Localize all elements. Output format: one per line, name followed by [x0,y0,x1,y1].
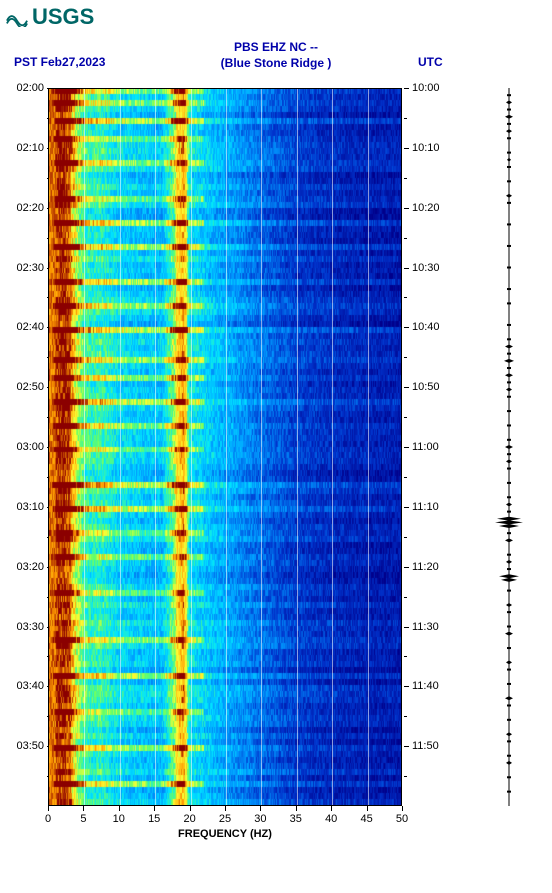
seismograph-strip [494,88,524,806]
usgs-logo: USGS [6,4,94,30]
x-tick-label: 10 [113,813,125,825]
x-tick-label: 40 [325,813,337,825]
wave-icon [6,7,28,27]
y-left-label: 03:50 [16,740,44,752]
y-left-label: 02:50 [16,381,44,393]
gridline [226,89,227,805]
x-tick-label: 15 [148,813,160,825]
x-tick-label: 45 [360,813,372,825]
gridline [332,89,333,805]
y-right-label: 10:10 [412,142,440,154]
y-right-label: 10:20 [412,202,440,214]
gridline [297,89,298,805]
x-tick-label: 30 [254,813,266,825]
x-tick-label: 50 [396,813,408,825]
y-right-label: 11:30 [412,621,439,633]
y-right-label: 11:50 [412,740,439,752]
spectrogram-plot [48,88,402,806]
x-tick-label: 0 [45,813,51,825]
y-right-label: 11:10 [412,501,439,513]
utc-label: UTC [418,55,443,69]
y-left-label: 02:10 [16,142,44,154]
gridline [155,89,156,805]
header-line1: PBS EHZ NC -- [0,40,552,54]
x-axis: FREQUENCY (HZ) 05101520253035404550 [48,806,402,856]
gridline [368,89,369,805]
x-tick-label: 20 [183,813,195,825]
y-left-label: 03:10 [16,501,44,513]
pst-label: PST Feb27,2023 [14,55,105,69]
y-right-label: 10:50 [412,381,440,393]
y-left-label: 02:20 [16,202,44,214]
y-left-label: 02:00 [16,82,44,94]
y-right-label: 10:30 [412,262,440,274]
y-right-label: 11:20 [412,561,439,573]
y-left-label: 03:00 [16,441,44,453]
x-axis-title: FREQUENCY (HZ) [48,828,402,840]
y-right-label: 10:40 [412,321,440,333]
y-left-label: 02:30 [16,262,44,274]
gridline [191,89,192,805]
x-tick-label: 25 [219,813,231,825]
y-right-label: 11:40 [412,680,439,692]
logo-text: USGS [32,4,94,30]
y-right-label: 10:00 [412,82,440,94]
y-axis-right: 10:0010:1010:2010:3010:4010:5011:0011:10… [404,88,464,806]
x-tick-label: 35 [290,813,302,825]
gridline [120,89,121,805]
y-axis-left: 02:0002:1002:2002:3002:4002:5003:0003:10… [0,88,46,806]
y-left-label: 03:20 [16,561,44,573]
gridline [84,89,85,805]
y-left-label: 03:40 [16,680,44,692]
gridline [261,89,262,805]
y-right-label: 11:00 [412,441,439,453]
x-tick-label: 5 [80,813,86,825]
y-left-label: 03:30 [16,621,44,633]
spectrogram-canvas [49,89,401,805]
y-left-label: 02:40 [16,321,44,333]
